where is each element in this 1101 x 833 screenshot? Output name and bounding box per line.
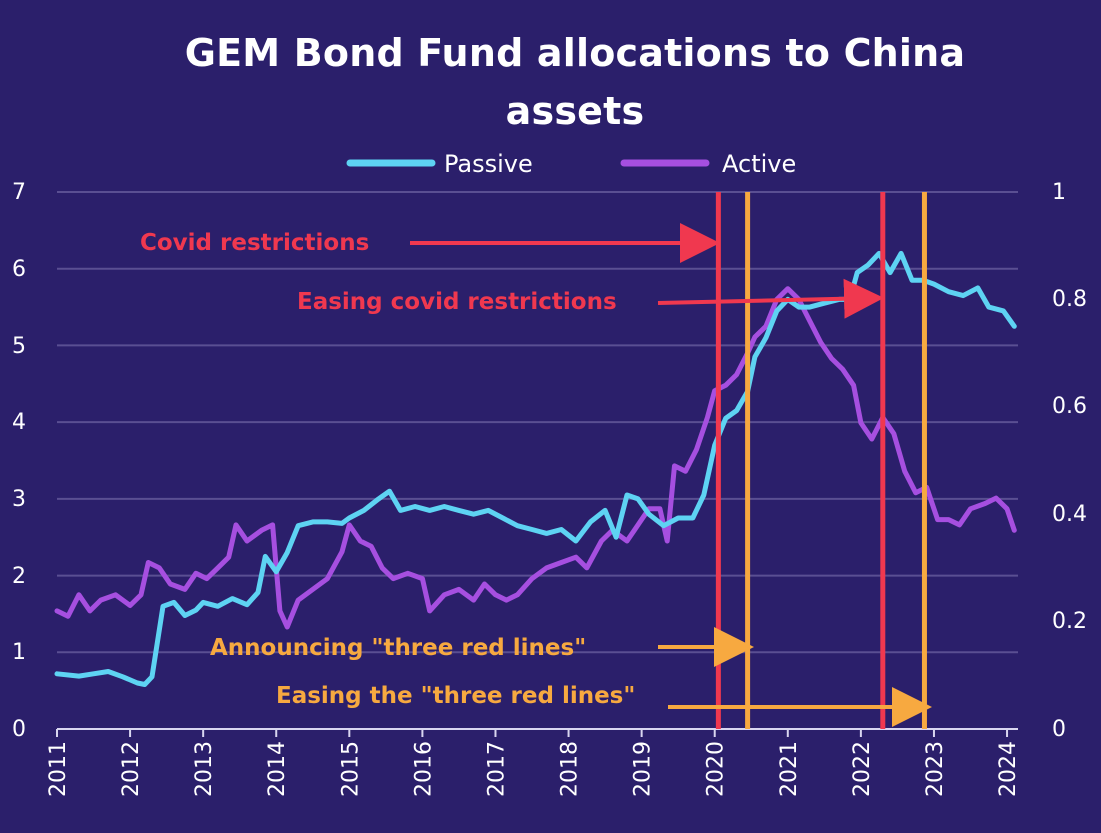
legend-passive-label: Passive xyxy=(444,150,533,178)
y-right-tick-label: 0 xyxy=(1052,717,1066,742)
y-right-tick-label: 0.8 xyxy=(1052,287,1087,312)
x-tick-label: 2023 xyxy=(923,741,948,797)
x-tick-label: 2024 xyxy=(996,741,1021,797)
x-tick-label: 2011 xyxy=(46,741,71,797)
y-left-tick-label: 7 xyxy=(12,180,26,205)
legend-active-label: Active xyxy=(722,150,796,178)
x-axis: 2011 2012 2013 2014 2015 2016 2017 2018 2019 2020… xyxy=(46,729,1021,797)
y-right-tick-label: 0.2 xyxy=(1052,609,1087,634)
annotation-easing-covid: Easing covid restrictions xyxy=(297,289,617,315)
x-tick-label: 2017 xyxy=(484,741,509,797)
y-right-tick-label: 1 xyxy=(1052,180,1066,205)
event-lines xyxy=(715,192,927,729)
y-left-tick-label: 2 xyxy=(12,564,26,589)
y-left-tick-label: 1 xyxy=(12,640,26,665)
y-axis-right: 0 0.2 0.4 0.6 0.8 1 xyxy=(1052,180,1087,742)
annotations: Covid restrictions Easing covid restrict… xyxy=(140,223,932,727)
x-tick-label: 2014 xyxy=(265,741,290,797)
series-line-passive xyxy=(54,250,1017,687)
annotation-covid-restrictions: Covid restrictions xyxy=(140,230,369,256)
y-left-tick-label: 0 xyxy=(12,717,26,742)
y-left-tick-label: 4 xyxy=(12,410,26,435)
x-tick-label: 2015 xyxy=(338,741,363,797)
chart-title: GEM Bond Fund allocations to China asset… xyxy=(184,31,966,133)
y-axis-left: 0 1 2 3 4 5 6 7 xyxy=(12,180,26,742)
y-left-tick-label: 3 xyxy=(12,487,26,512)
series-group xyxy=(54,250,1017,687)
y-right-tick-label: 0.6 xyxy=(1052,394,1087,419)
x-tick-label: 2022 xyxy=(850,741,875,797)
series-line-active xyxy=(54,286,1017,630)
y-left-tick-label: 6 xyxy=(12,257,26,282)
y-left-tick-label: 5 xyxy=(12,334,26,359)
x-tick-label: 2016 xyxy=(411,741,436,797)
x-tick-label: 2020 xyxy=(704,741,729,797)
x-tick-label: 2019 xyxy=(631,741,656,797)
x-tick-label: 2018 xyxy=(558,741,583,797)
x-tick-label: 2013 xyxy=(192,741,217,797)
x-tick-label: 2012 xyxy=(119,741,144,797)
annotation-announcing-three-red-lines: Announcing "three red lines" xyxy=(210,635,586,661)
legend: Passive Active xyxy=(346,150,796,178)
annotation-arrow-easing-covid xyxy=(657,278,884,319)
y-right-tick-label: 0.4 xyxy=(1052,502,1087,527)
x-tick-label: 2021 xyxy=(777,741,802,797)
annotation-easing-three-red-lines: Easing the "three red lines" xyxy=(276,683,635,709)
